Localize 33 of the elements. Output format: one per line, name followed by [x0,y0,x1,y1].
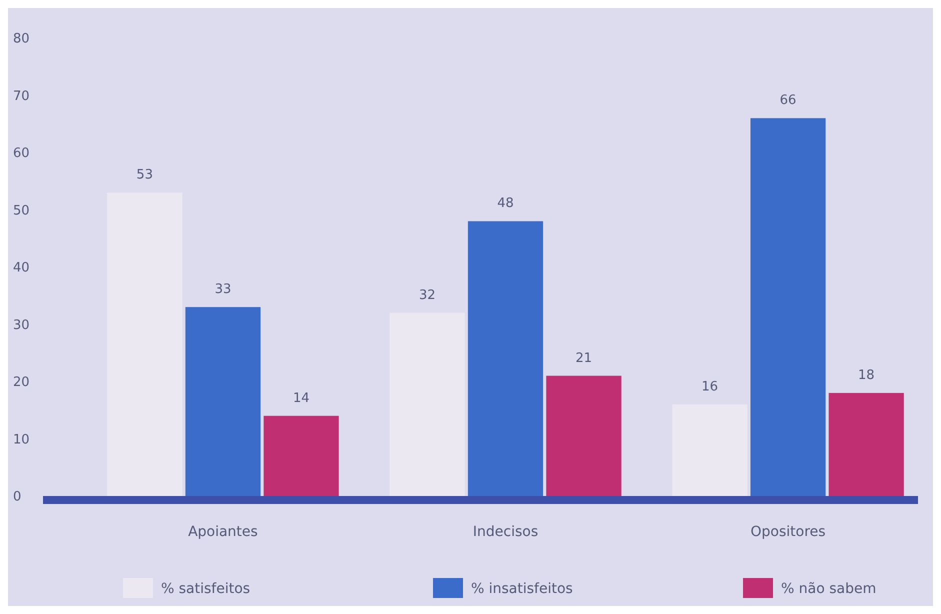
y-tick-label: 10 [13,432,30,448]
data-label: 32 [418,288,436,303]
x-tick-label: Apoiantes [188,524,258,540]
data-label: 21 [575,350,592,366]
bar [750,118,826,496]
legend-label: % insatisfeitos [471,581,573,597]
bar [185,307,261,496]
data-label: 33 [214,282,232,298]
legend-label: % não sabem [781,581,876,597]
y-tick-label: 60 [13,146,30,162]
bar [828,392,904,496]
bar [546,376,622,496]
x-tick-label: Indecisos [472,524,538,540]
y-tick-label: 80 [13,32,30,47]
bar [264,416,339,496]
data-label: 18 [858,368,875,383]
y-tick-label: 50 [13,203,30,218]
bar [468,221,544,496]
y-tick-label: 70 [13,88,30,104]
data-label: 14 [292,390,310,406]
data-label: 66 [780,93,796,108]
data-label: 48 [497,196,514,212]
data-label: 53 [136,168,153,183]
data-label: 16 [701,379,718,394]
x-tick-label: Opositores [750,524,826,540]
y-tick-label: 20 [13,375,30,390]
y-tick-label: 30 [13,318,30,333]
y-tick-label: 0 [13,490,22,505]
bar [672,404,748,496]
bar [107,192,182,496]
legend-label: % satisfeitos [161,581,250,597]
bar [390,312,465,496]
y-tick-label: 40 [13,260,30,276]
